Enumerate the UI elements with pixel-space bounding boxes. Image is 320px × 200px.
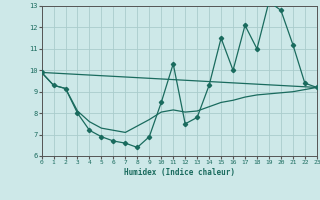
X-axis label: Humidex (Indice chaleur): Humidex (Indice chaleur) xyxy=(124,168,235,177)
